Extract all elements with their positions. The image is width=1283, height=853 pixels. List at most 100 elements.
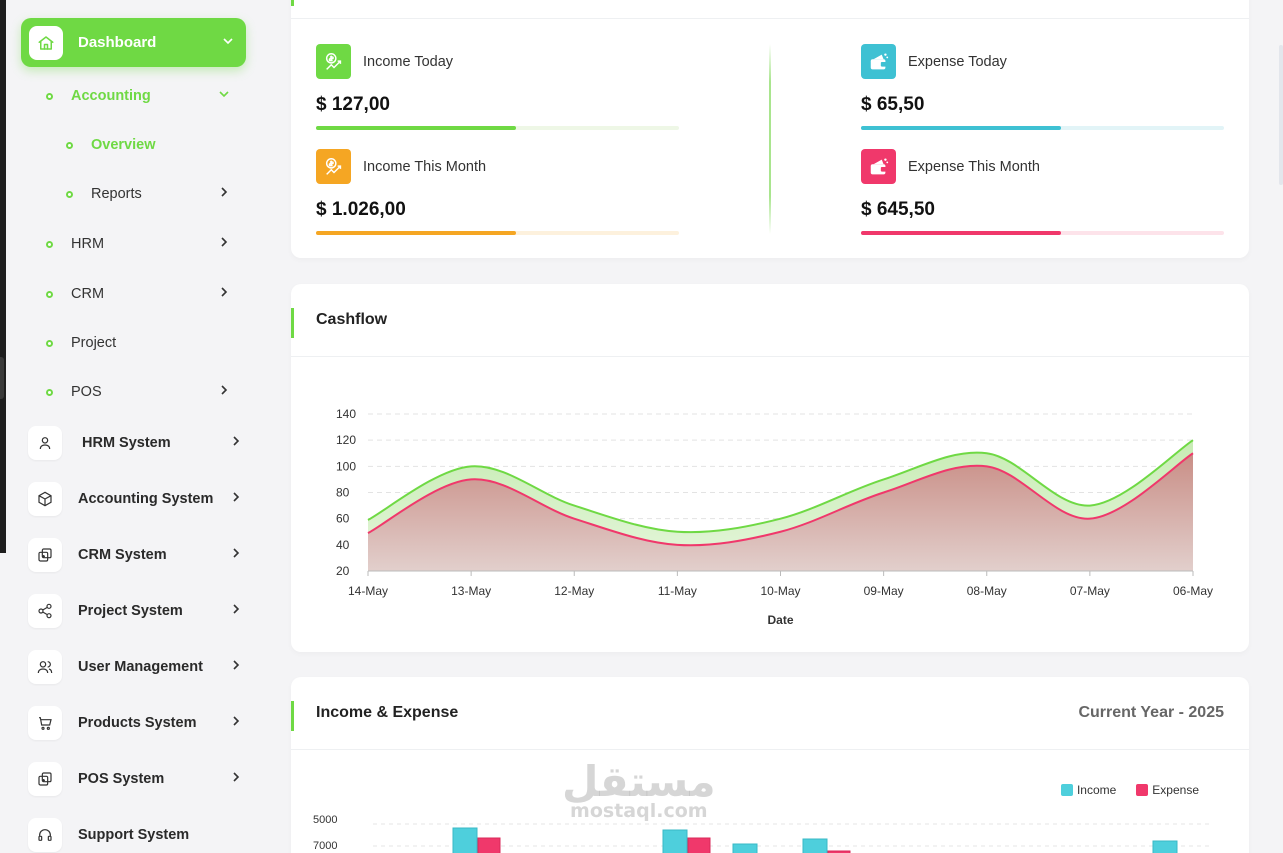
stat-value: $ 645,50	[861, 199, 935, 220]
card-header-divider	[291, 18, 1249, 19]
stat-label: Income This Month	[363, 158, 487, 175]
share-icon	[28, 594, 62, 628]
period-label: Current Year - 2025	[1078, 704, 1224, 721]
x-tick-label: 12-May	[554, 584, 594, 598]
left-edge-strip	[0, 0, 6, 553]
x-tick-label: 08-May	[967, 584, 1007, 598]
sidebar-item-label: HRM	[71, 236, 105, 252]
sidebar: Dashboard Accounting Overview Reports HR…	[6, 0, 262, 853]
sidebar-item-pos-system[interactable]: POS System	[28, 761, 242, 797]
stat-value: $ 65,50	[861, 94, 925, 115]
sidebar-item-label: Accounting System	[78, 491, 214, 507]
legend-item-income[interactable]: Income	[1060, 783, 1117, 797]
legend-label: Expense	[1152, 783, 1199, 797]
chevron-right-icon	[230, 546, 242, 564]
page-scrollbar[interactable]	[1279, 45, 1283, 185]
y-tick-label: 7000	[313, 840, 337, 852]
x-tick-label: 10-May	[760, 584, 800, 598]
cashflow-card: Cashflow 20 40 60 80 100 120 140 14-May 13-May 12…	[291, 284, 1249, 652]
bar-expense	[687, 837, 711, 853]
bullet-icon	[46, 339, 53, 347]
user-icon	[28, 426, 62, 460]
layers-icon	[28, 762, 62, 796]
y-tick-label: 120	[336, 433, 356, 447]
card-title: Income & Expense	[316, 704, 459, 721]
bullet-icon	[46, 290, 53, 298]
card-accent-bar	[291, 308, 294, 338]
x-tick-label: 13-May	[451, 584, 491, 598]
layers-icon	[28, 538, 62, 572]
stat-income-month: Income This Month $ 1.026,00	[316, 149, 679, 235]
sidebar-item-label: CRM System	[78, 547, 167, 563]
sidebar-item-pos[interactable]: POS	[46, 380, 230, 404]
chevron-down-icon	[218, 88, 230, 104]
sidebar-item-accounting-system[interactable]: Accounting System	[28, 481, 242, 517]
progress-track	[861, 126, 1224, 130]
y-tick-label: 140	[336, 407, 356, 421]
legend-swatch	[1136, 784, 1149, 796]
sidebar-item-label: Dashboard	[78, 34, 157, 51]
x-tick-label: 11-May	[658, 584, 697, 598]
sidebar-item-products-system[interactable]: Products System	[28, 705, 242, 741]
sidebar-item-project[interactable]: Project	[46, 331, 230, 355]
stats-card: Income Today $ 127,00 Income This Month …	[291, 0, 1249, 258]
sidebar-item-label: Reports	[91, 186, 142, 202]
dollar-trend-icon	[316, 149, 351, 184]
sidebar-item-accounting[interactable]: Accounting	[46, 84, 230, 108]
y-tick-label: 5000	[313, 814, 337, 826]
sidebar-item-reports[interactable]: Reports	[66, 182, 230, 206]
sidebar-item-user-management[interactable]: User Management	[28, 649, 242, 685]
sidebar-item-crm-system[interactable]: CRM System	[28, 537, 242, 573]
sidebar-item-overview[interactable]: Overview	[66, 133, 230, 157]
y-tick-label: 20	[336, 564, 350, 578]
users-icon	[28, 650, 62, 684]
bar-income	[1152, 840, 1178, 853]
x-tick-label: 06-May	[1173, 584, 1213, 598]
bar-income	[802, 838, 828, 853]
card-header: Cashflow	[291, 284, 1249, 357]
card-accent-bar	[291, 701, 294, 731]
income-expense-chart[interactable]: 5000 7000	[291, 813, 1249, 853]
bullet-icon	[66, 141, 73, 149]
chevron-right-icon	[230, 434, 242, 452]
stat-expense-today: Expense Today $ 65,50	[861, 44, 1224, 130]
legend-item-expense[interactable]: Expense	[1136, 783, 1199, 797]
legend-label: Income	[1076, 783, 1117, 797]
home-icon	[29, 25, 63, 60]
wallet-icon	[861, 149, 896, 184]
x-tick-label: 14-May	[348, 584, 388, 598]
left-edge-handle[interactable]	[0, 357, 4, 399]
sidebar-item-hrm-system[interactable]: HRM System	[28, 425, 242, 461]
progress-track	[316, 126, 679, 130]
bar-expense	[827, 850, 851, 853]
chevron-right-icon	[230, 602, 242, 620]
sidebar-item-dashboard[interactable]: Dashboard	[21, 18, 246, 67]
legend-swatch	[1060, 784, 1073, 796]
sidebar-item-project-system[interactable]: Project System	[28, 593, 242, 629]
stat-label: Expense Today	[908, 53, 1007, 70]
sidebar-item-label: Support System	[78, 827, 190, 843]
chevron-right-icon	[230, 658, 242, 676]
cashflow-chart[interactable]: 20 40 60 80 100 120 140 14-May 13-May 12-May 11-Ma…	[291, 357, 1249, 652]
stat-expense-month: Expense This Month $ 645,50	[861, 149, 1224, 235]
cart-icon	[28, 706, 62, 740]
bar-income	[662, 829, 688, 853]
bullet-icon	[46, 92, 53, 100]
headset-icon	[28, 818, 62, 852]
chevron-right-icon	[230, 770, 242, 788]
sidebar-item-crm[interactable]: CRM	[46, 282, 230, 306]
area-series-2	[368, 453, 1193, 571]
progress-track	[861, 231, 1224, 235]
sidebar-item-label: Project System	[78, 603, 183, 619]
line-series-1	[367, 439, 1194, 534]
chevron-right-icon	[230, 714, 242, 732]
bar-income	[732, 843, 758, 853]
chart-legend: Income Expense	[1060, 783, 1199, 797]
stat-income-today: Income Today $ 127,00	[316, 44, 679, 130]
sidebar-item-support-system[interactable]: Support System	[28, 817, 242, 853]
stats-divider	[769, 44, 771, 234]
income-expense-card: Income & Expense Current Year - 2025 Inc…	[291, 677, 1249, 853]
line-series-2	[367, 452, 1194, 547]
sidebar-item-hrm[interactable]: HRM	[46, 232, 230, 256]
progress-fill	[316, 231, 516, 235]
